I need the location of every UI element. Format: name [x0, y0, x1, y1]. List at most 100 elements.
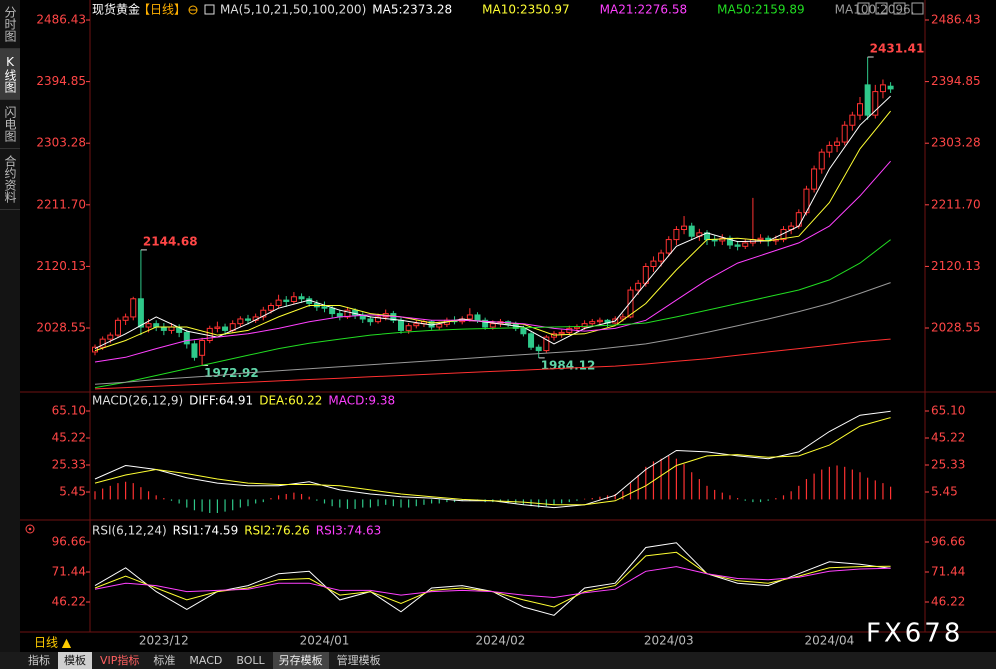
candle-body: [137, 298, 144, 328]
period-button[interactable]: 日线 ▲: [34, 636, 72, 650]
toolbar-button[interactable]: 模板: [58, 652, 92, 669]
candle-body: [122, 316, 129, 321]
indicator-line: [94, 160, 891, 363]
candle-body: [489, 323, 496, 328]
candle-body: [283, 299, 290, 302]
candle-body: [742, 242, 749, 247]
toolbar: 指标 模板 VIP指标 标准 MACD BOLL 另存模板 管理模板: [0, 652, 996, 669]
candle-body: [482, 319, 489, 328]
indicator-line: [94, 95, 891, 350]
legend-entry: MA10:2350.97: [482, 3, 570, 17]
toolbar-button[interactable]: 管理模板: [336, 654, 381, 667]
candle-body: [405, 325, 412, 331]
candle-body: [734, 244, 741, 247]
y-tick-label-right: 2028.55: [931, 321, 981, 335]
y-tick-label-right: 96.66: [931, 535, 965, 549]
sidebar-tab[interactable]: 分时图: [0, 0, 20, 49]
y-tick-label-right: 65.10: [931, 403, 965, 417]
candle-body: [290, 296, 297, 302]
candle-body: [436, 323, 443, 328]
candle-body: [673, 228, 680, 241]
candle-body: [543, 336, 550, 352]
candle-body: [887, 85, 894, 90]
candle-body: [329, 307, 336, 315]
toolbar-button[interactable]: BOLL: [236, 654, 265, 667]
toolbar-button[interactable]: 另存模板: [272, 652, 329, 669]
candle-body: [183, 331, 190, 345]
y-tick-label: 2394.85: [36, 74, 86, 88]
window-button[interactable]: [893, 2, 906, 15]
candle-body: [811, 168, 818, 190]
window-button[interactable]: [911, 2, 924, 15]
legend-entry: MACD:9.38: [328, 394, 395, 408]
y-tick-label-right: 2303.28: [931, 136, 981, 150]
y-tick-label: 46.22: [52, 594, 86, 608]
candle-body: [237, 318, 244, 325]
y-tick-label: 2120.13: [36, 259, 86, 273]
indicator-line: [94, 417, 891, 506]
indicator-line: [94, 338, 891, 390]
candle-body: [589, 321, 596, 325]
y-tick-label-right: 45.22: [931, 430, 965, 444]
candle-body: [245, 318, 251, 321]
candle-body: [849, 114, 856, 126]
y-tick-label-right: 2211.70: [931, 197, 981, 211]
candle-body: [520, 327, 527, 335]
extreme-label: 2431.41: [870, 42, 925, 56]
candle-body: [130, 298, 137, 318]
candle-body: [214, 326, 221, 329]
y-tick-label: 71.44: [52, 564, 86, 578]
candle-body: [260, 309, 267, 318]
candle-body: [191, 343, 198, 358]
legend-entry: DIFF:64.91: [189, 394, 253, 408]
y-tick-label: 96.66: [52, 535, 86, 549]
extreme-label: 1984.12: [541, 358, 596, 372]
candle-body: [145, 323, 152, 328]
x-tick-label: 2024/01: [300, 634, 350, 648]
candle-body: [834, 141, 841, 146]
window-button[interactable]: [875, 2, 888, 15]
legend-entry: RSI3:74.63: [316, 524, 382, 538]
candle-body: [872, 91, 879, 116]
indicator-line: [94, 239, 891, 389]
candle-body: [795, 212, 802, 227]
y-tick-label-right: 25.33: [931, 458, 965, 472]
y-tick-label: 2486.43: [36, 13, 86, 27]
candle-body: [719, 237, 726, 242]
candle-body: [466, 314, 473, 320]
candle-body: [199, 339, 206, 356]
candle-body: [535, 346, 542, 352]
candle-body: [658, 252, 665, 262]
rsi-icon-dot: [28, 527, 32, 531]
legend-entry: MA100:2096.: [835, 3, 915, 17]
toolbar-button[interactable]: VIP指标: [100, 654, 140, 667]
candle-body: [818, 151, 825, 170]
legend-entry: MA5:2373.28: [372, 3, 452, 17]
y-tick-label: 45.22: [52, 430, 86, 444]
sidebar-tab[interactable]: 合约资料: [0, 149, 20, 210]
indicator-line: [94, 410, 891, 509]
toolbar-button[interactable]: 指标: [28, 654, 50, 667]
window-button[interactable]: [857, 2, 870, 15]
candle-body: [160, 326, 167, 331]
candle-body: [367, 318, 374, 323]
y-tick-label: 2211.70: [36, 197, 86, 211]
indicator-line: [94, 566, 891, 599]
extreme-label: 2144.68: [143, 234, 198, 248]
legend-entry: DEA:60.22: [259, 394, 322, 408]
rsi-icon[interactable]: [25, 524, 35, 534]
toolbar-button[interactable]: 标准: [153, 654, 176, 667]
candle-body: [222, 326, 229, 331]
sidebar-tab[interactable]: 闪电图: [0, 100, 20, 149]
y-tick-label-right: 2486.43: [931, 13, 981, 27]
settings-icon[interactable]: [204, 4, 215, 15]
candle-body: [474, 314, 481, 321]
indicator-line: [94, 110, 891, 352]
y-tick-label-right: 2120.13: [931, 259, 981, 273]
candle-body: [413, 323, 420, 327]
candle-body: [344, 309, 351, 318]
toolbar-button[interactable]: MACD: [189, 654, 223, 667]
sidebar-tab[interactable]: K线图: [0, 49, 20, 100]
legend-entry: RSI1:74.59: [173, 524, 239, 538]
